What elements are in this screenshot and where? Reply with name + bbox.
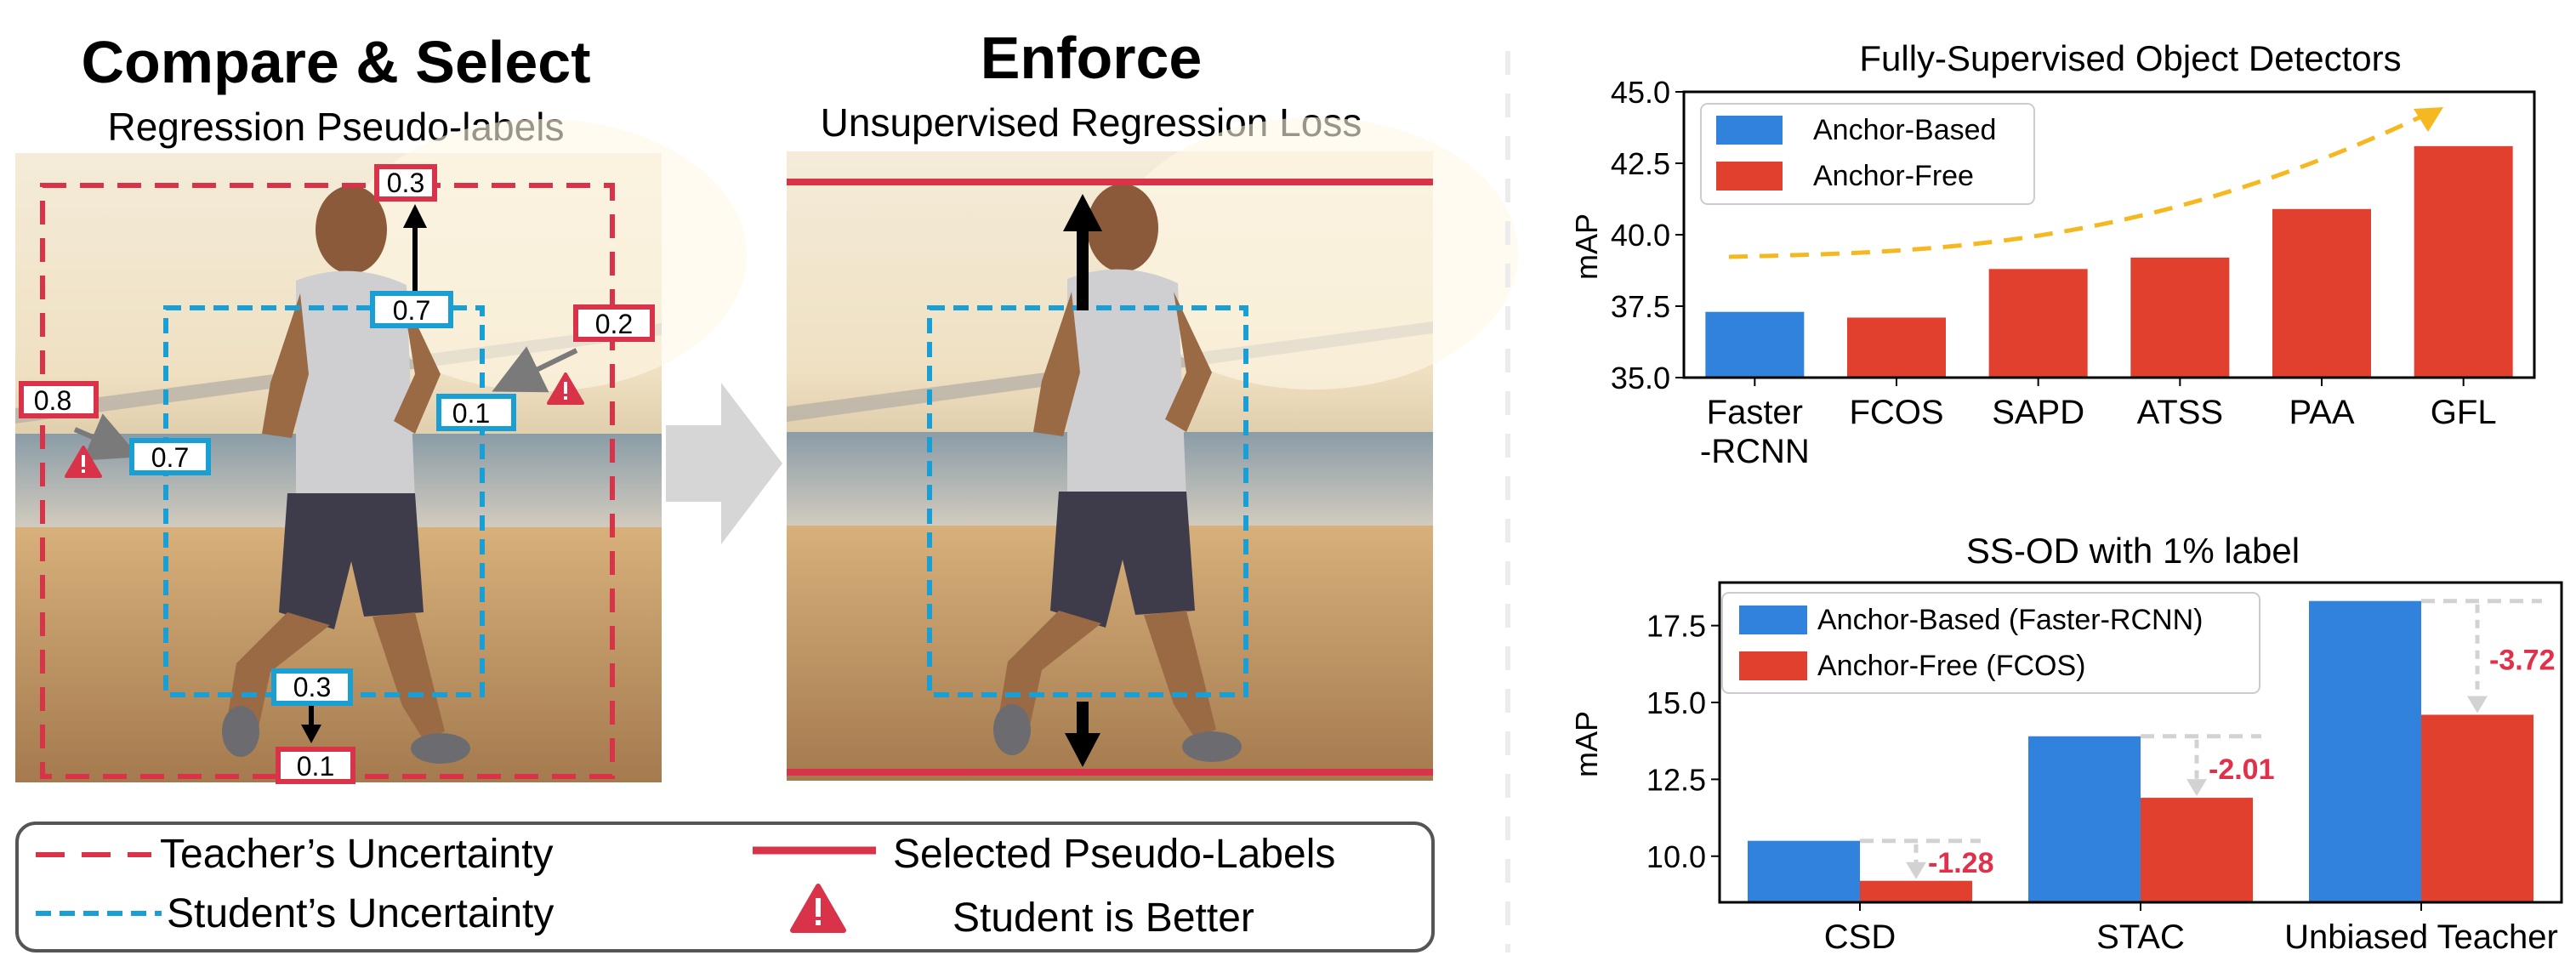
svg-text:0.8: 0.8	[34, 385, 71, 416]
delta-label: -1.28	[1928, 847, 1994, 879]
bar-anchor-based	[2028, 736, 2141, 902]
teacher-label-bottom: 0.1	[276, 747, 355, 784]
student-label-right: 0.1	[436, 394, 516, 431]
student-legend-label: Student’s Uncertainty	[167, 891, 554, 936]
x-tick-label: SAPD	[1992, 394, 2084, 431]
anchor-free-trend-arrow	[1728, 110, 2432, 259]
chart2-legend: Anchor-Based (Faster-RCNN) Anchor-Free (…	[1721, 592, 2260, 694]
svg-text:0.1: 0.1	[297, 751, 334, 782]
chart2-ylabel: mAP	[1569, 711, 1604, 777]
bar-anchor-based	[1748, 840, 1860, 902]
x-tick-label: PAA	[2289, 394, 2354, 431]
y-tick-label: 45.0	[1611, 75, 1670, 110]
anchor-free-legend: Anchor-Free	[1813, 160, 1974, 192]
x-tick-label: STAC	[2096, 918, 2185, 956]
chart1-frame	[1682, 90, 2536, 379]
y-tick-label: 17.5	[1646, 609, 1706, 644]
x-tick-label: FCOS	[1849, 394, 1943, 431]
warning-icon	[65, 446, 102, 478]
teacher-label-right: 0.2	[573, 304, 655, 342]
runner-photo-left	[15, 119, 747, 782]
anchor-based-legend: Anchor-Based	[1813, 114, 1996, 146]
bar-fasterrcnn	[1705, 311, 1805, 378]
anchor-free-swatch	[1739, 651, 1807, 680]
y-tick-label: 12.5	[1646, 762, 1706, 797]
chart1-title: Fully-Supervised Object Detectors	[1859, 38, 2401, 78]
enforce-arrowhead-down	[1065, 733, 1100, 767]
gap-arrowhead	[2467, 696, 2488, 714]
bar-gfl	[2414, 145, 2513, 378]
svg-text:0.2: 0.2	[595, 309, 633, 339]
x-tick-label: GFL	[2431, 394, 2497, 431]
warning-icon	[547, 372, 584, 405]
student-label-bottom: 0.3	[271, 668, 353, 706]
bar-anchor-based	[2309, 600, 2421, 902]
y-tick-label: 40.0	[1611, 218, 1670, 253]
enforce-arrowhead-up	[1063, 194, 1102, 231]
bottom-selection-arrowhead	[301, 725, 321, 743]
chart1-legend: Anchor-Based Anchor-Free	[1700, 103, 2035, 205]
svg-text:0.1: 0.1	[452, 398, 490, 429]
right-compare-arrow	[492, 346, 578, 393]
warning-icon	[790, 884, 846, 933]
anchor-free-legend: Anchor-Free (FCOS)	[1817, 650, 2086, 682]
selected-legend-label: Selected Pseudo-Labels	[893, 832, 1335, 877]
svg-text:0.3: 0.3	[293, 672, 331, 702]
y-tick-label: 42.5	[1611, 146, 1670, 181]
bar-anchor-free	[2141, 798, 2253, 902]
chart2-frame	[1718, 581, 2563, 904]
teacher-legend-label: Teacher’s Uncertainty	[160, 832, 553, 877]
bar-sapd	[1988, 269, 2088, 378]
delta-label: -3.72	[2489, 645, 2556, 677]
teacher-label-left: 0.8	[19, 381, 99, 418]
enforce-title: Enforce	[981, 25, 1203, 91]
runner-photo-middle	[787, 117, 1518, 781]
fully-supervised-chart: Fully-Supervised Object Detectors mAP Fa…	[1569, 38, 2536, 470]
bar-fcos	[1847, 317, 1946, 378]
anchor-based-swatch	[1716, 116, 1783, 145]
left-compare-arrow	[73, 413, 140, 461]
x-tick-label: Unbiased Teacher	[2284, 918, 2558, 956]
flow-arrow	[666, 383, 782, 544]
better-legend-label: Student is Better	[952, 896, 1254, 941]
y-tick-label: 15.0	[1646, 685, 1706, 720]
bar-atss	[2130, 257, 2230, 378]
svg-text:0.7: 0.7	[393, 295, 430, 326]
chart2-title: SS-OD with 1% label	[1966, 531, 2300, 571]
trend-arrowhead	[2414, 107, 2443, 132]
anchor-free-swatch	[1716, 162, 1783, 190]
compare-select-title: Compare & Select	[81, 29, 590, 95]
gap-arrowhead	[1906, 861, 1926, 879]
svg-text:0.7: 0.7	[151, 442, 189, 473]
delta-label: -2.01	[2209, 753, 2275, 786]
student-label-top: 0.7	[370, 291, 453, 328]
gap-arrowhead	[2186, 779, 2207, 797]
legend-box: Teacher’s Uncertainty Student’s Uncertai…	[15, 822, 1435, 952]
enforce-panel: Enforce Unsupervised Regression Loss	[787, 25, 1518, 781]
bar-paa	[2272, 208, 2371, 378]
y-tick-label: 35.0	[1611, 361, 1670, 395]
anchor-based-swatch	[1739, 606, 1807, 634]
x-tick-label: Faster -RCNN	[1700, 394, 1810, 470]
x-tick-label: ATSS	[2137, 394, 2224, 431]
chart1-ylabel: mAP	[1569, 213, 1604, 280]
bar-anchor-free	[1860, 880, 1972, 902]
y-tick-label: 10.0	[1646, 839, 1706, 874]
teacher-label-top: 0.3	[374, 164, 437, 202]
x-tick-label: CSD	[1824, 918, 1896, 956]
y-tick-label: 37.5	[1611, 289, 1670, 324]
anchor-based-legend: Anchor-Based (Faster-RCNN)	[1817, 604, 2203, 636]
bar-anchor-free	[2421, 714, 2533, 902]
compare-select-panel: Compare & Select Regression Pseudo-label…	[15, 29, 747, 784]
svg-text:0.3: 0.3	[387, 168, 424, 198]
student-label-left: 0.7	[129, 438, 211, 475]
top-selection-arrowhead	[403, 204, 427, 228]
ssod-chart: SS-OD with 1% label mAP -1.28-2.01-3.72 …	[1569, 531, 2563, 956]
